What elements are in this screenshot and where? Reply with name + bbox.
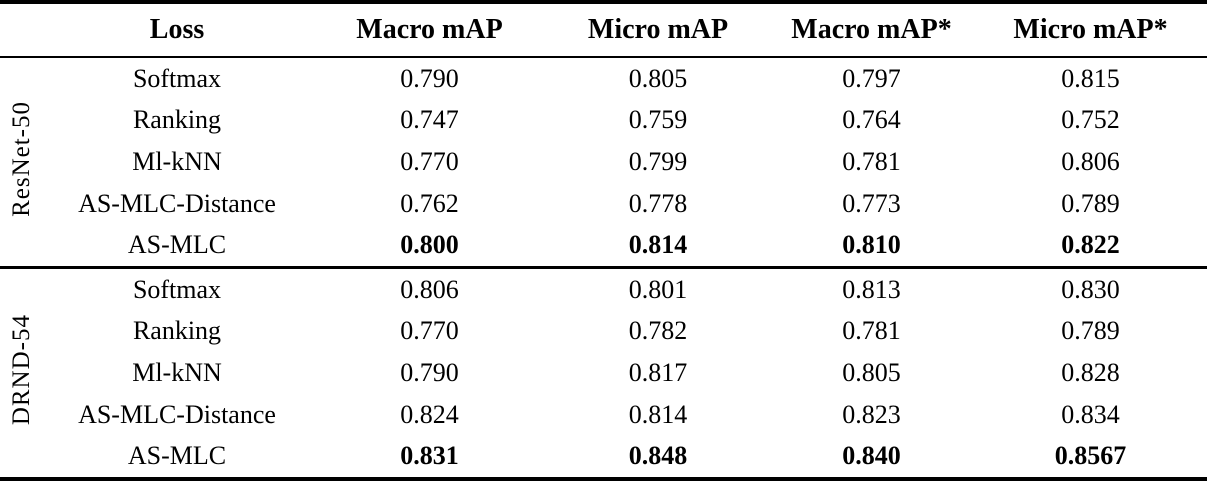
- metric-value: 0.831: [400, 441, 459, 471]
- header-loss: Loss: [149, 14, 205, 45]
- metric-value: 0.764: [842, 105, 901, 135]
- loss-label: AS-MLC: [127, 230, 227, 260]
- metric-value: 0.848: [628, 441, 688, 471]
- loss-label: Softmax: [132, 63, 222, 93]
- loss-label: AS-MLC-Distance: [78, 188, 276, 218]
- metric-value: 0.762: [400, 188, 459, 218]
- metric-value: 0.805: [628, 63, 688, 93]
- metric-value: 0.789: [1061, 316, 1120, 346]
- metric-value: 0.770: [400, 316, 459, 346]
- metric-value: 0.828: [1061, 357, 1120, 387]
- metric-value: 0.770: [400, 146, 459, 176]
- metric-value: 0.790: [400, 63, 459, 93]
- metric-value: 0.822: [1061, 230, 1120, 260]
- metric-value: 0.801: [628, 274, 688, 304]
- header-macro-map: Macro mAP: [356, 14, 503, 45]
- header-macro-map-star: Macro mAP*: [791, 14, 952, 45]
- header-row: Loss Macro mAP Micro mAP Macro mAP* Micr…: [0, 2, 1207, 57]
- group-resnet-50: ResNet-50 Softmax 0.790 0.805 0.797 0.81…: [0, 57, 1207, 268]
- table-row-best: AS-MLC 0.800 0.814 0.810 0.822: [0, 224, 1207, 267]
- metric-value: 0.830: [1061, 274, 1120, 304]
- header-micro-map: Micro mAP: [587, 14, 729, 45]
- table-row: Ml-kNN 0.770 0.799 0.781 0.806: [0, 141, 1207, 183]
- metric-value: 0.805: [842, 357, 901, 387]
- loss-label: Ml-kNN: [132, 146, 222, 176]
- metric-value: 0.790: [400, 357, 459, 387]
- table-row: Ml-kNN 0.790 0.817 0.805 0.828: [0, 352, 1207, 394]
- metric-value: 0.806: [1061, 146, 1120, 176]
- metric-value: 0.814: [628, 230, 688, 260]
- metric-value: 0.810: [842, 230, 901, 260]
- metric-value: 0.800: [400, 230, 459, 260]
- metric-value: 0.752: [1061, 105, 1120, 135]
- table-row: Ranking 0.770 0.782 0.781 0.789: [0, 311, 1207, 353]
- loss-label: Ranking: [132, 316, 222, 346]
- metric-value: 0.759: [628, 105, 688, 135]
- table-row: DRND-54 Softmax 0.806 0.801 0.813 0.830: [0, 267, 1207, 425]
- metric-value: 0.781: [842, 316, 901, 346]
- metric-value: 0.782: [628, 316, 688, 346]
- group-label-drnd-54: DRND-54: [0, 267, 42, 479]
- metric-value: 0.823: [842, 399, 901, 429]
- metric-value: 0.797: [842, 63, 901, 93]
- metric-value: 0.778: [628, 188, 688, 218]
- loss-label: Softmax: [132, 274, 222, 304]
- header-group-spacer: [0, 2, 42, 57]
- loss-label: Ml-kNN: [132, 357, 222, 387]
- table-row-best: AS-MLC 0.831 0.848 0.840 0.8567: [0, 435, 1207, 479]
- table-row: ResNet-50 Softmax 0.790 0.805 0.797 0.81…: [0, 57, 1207, 217]
- metric-value: 0.781: [842, 146, 901, 176]
- table-row: Ranking 0.747 0.759 0.764 0.752: [0, 100, 1207, 142]
- loss-label: AS-MLC: [127, 441, 227, 471]
- metric-value: 0.8567: [1054, 441, 1127, 471]
- table-row: AS-MLC-Distance 0.762 0.778 0.773 0.789: [0, 183, 1207, 225]
- metric-value: 0.773: [842, 188, 901, 218]
- loss-label: AS-MLC-Distance: [78, 399, 276, 429]
- header-micro-map-star: Micro mAP*: [1013, 14, 1168, 45]
- metric-value: 0.789: [1061, 188, 1120, 218]
- metric-value: 0.815: [1061, 63, 1120, 93]
- loss-label: Ranking: [132, 105, 222, 135]
- metric-value: 0.799: [628, 146, 688, 176]
- table-row: AS-MLC-Distance 0.824 0.814 0.823 0.834: [0, 394, 1207, 436]
- metric-value: 0.824: [400, 399, 459, 429]
- metric-value: 0.747: [400, 105, 459, 135]
- metric-value: 0.813: [842, 274, 901, 304]
- group-drnd-54: DRND-54 Softmax 0.806 0.801 0.813 0.830 …: [0, 267, 1207, 479]
- table-header: Loss Macro mAP Micro mAP Macro mAP* Micr…: [0, 2, 1207, 57]
- metric-value: 0.806: [400, 274, 459, 304]
- metric-value: 0.814: [628, 399, 688, 429]
- rotated-group-label: ResNet-50: [7, 100, 35, 217]
- group-label-resnet-50: ResNet-50: [0, 57, 42, 267]
- metric-value: 0.817: [628, 357, 688, 387]
- metric-value: 0.834: [1061, 399, 1120, 429]
- rotated-group-label: DRND-54: [7, 313, 35, 426]
- metric-value: 0.840: [842, 441, 901, 471]
